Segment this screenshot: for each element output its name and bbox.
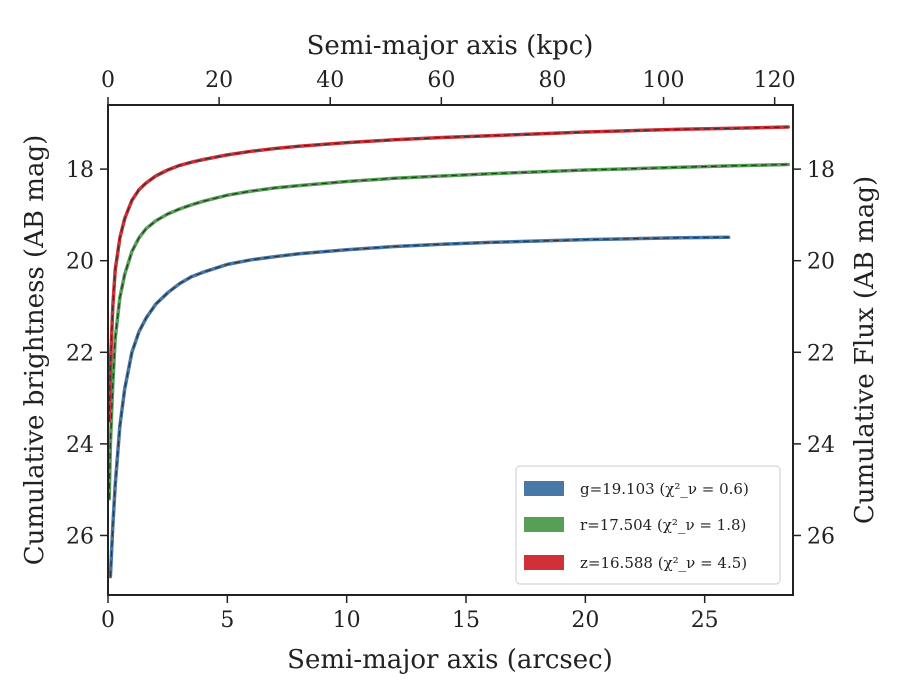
y-tick-label: 22 xyxy=(66,341,94,366)
y-axis-label: Cumulative brightness (AB mag) xyxy=(20,135,50,566)
legend-box xyxy=(515,465,781,585)
ticks-layer: 0 5 10 15 20 25 0 20 40 60 80 100 120 18 18 20 20 22 22 24 2… xyxy=(66,68,835,633)
top-x-tick-label: 20 xyxy=(205,68,233,93)
series-line-z xyxy=(107,125,790,423)
right-y-tick-label: 24 xyxy=(807,433,835,458)
top-x-tick-label: 100 xyxy=(643,68,685,93)
x-tick-label: 0 xyxy=(101,608,115,633)
right-y-tick-label: 22 xyxy=(807,341,835,366)
legend-label-r: r=17.504 (χ²_ν = 1.8) xyxy=(580,516,746,534)
x-tick-label: 5 xyxy=(220,608,234,633)
y-tick-label: 26 xyxy=(66,524,94,549)
y-tick-label: 20 xyxy=(66,250,94,275)
legend-swatch-z xyxy=(524,555,564,570)
x-tick-label: 20 xyxy=(571,608,599,633)
top-x-tick-label: 40 xyxy=(316,68,344,93)
legend: g=19.103 (χ²_ν = 0.6) r=17.504 (χ²_ν = 1… xyxy=(515,465,781,585)
series-layer xyxy=(107,125,790,579)
legend-label-g: g=19.103 (χ²_ν = 0.6) xyxy=(580,480,749,498)
top-x-tick-label: 120 xyxy=(754,68,796,93)
model-line-r xyxy=(108,163,789,499)
series-line-r xyxy=(107,162,790,501)
x-tick-label: 25 xyxy=(691,608,719,633)
legend-entry-g: g=19.103 (χ²_ν = 0.6) xyxy=(524,480,749,498)
top-x-tick-label: 80 xyxy=(538,68,566,93)
top-x-axis-label: Semi-major axis (kpc) xyxy=(307,31,594,61)
right-y-tick-label: 18 xyxy=(807,158,835,183)
x-axis-label: Semi-major axis (arcsec) xyxy=(287,645,613,675)
legend-swatch-r xyxy=(524,517,564,532)
legend-entry-z: z=16.588 (χ²_ν = 4.5) xyxy=(524,554,747,572)
top-x-tick-label: 60 xyxy=(427,68,455,93)
x-tick-label: 15 xyxy=(452,608,480,633)
top-x-tick-label: 0 xyxy=(101,68,115,93)
right-y-tick-label: 20 xyxy=(807,250,835,275)
x-tick-label: 10 xyxy=(333,608,361,633)
right-y-tick-label: 26 xyxy=(807,524,835,549)
y-tick-label: 18 xyxy=(66,158,94,183)
model-line-g xyxy=(109,236,729,577)
model-line-z xyxy=(108,126,789,422)
right-y-axis-label: Cumulative Flux (AB mag) xyxy=(850,176,880,524)
y-tick-label: 24 xyxy=(66,433,94,458)
plot-frame xyxy=(107,104,794,596)
legend-swatch-g xyxy=(524,481,564,496)
legend-label-z: z=16.588 (χ²_ν = 4.5) xyxy=(580,554,747,572)
legend-entry-r: r=17.504 (χ²_ν = 1.8) xyxy=(524,516,746,534)
